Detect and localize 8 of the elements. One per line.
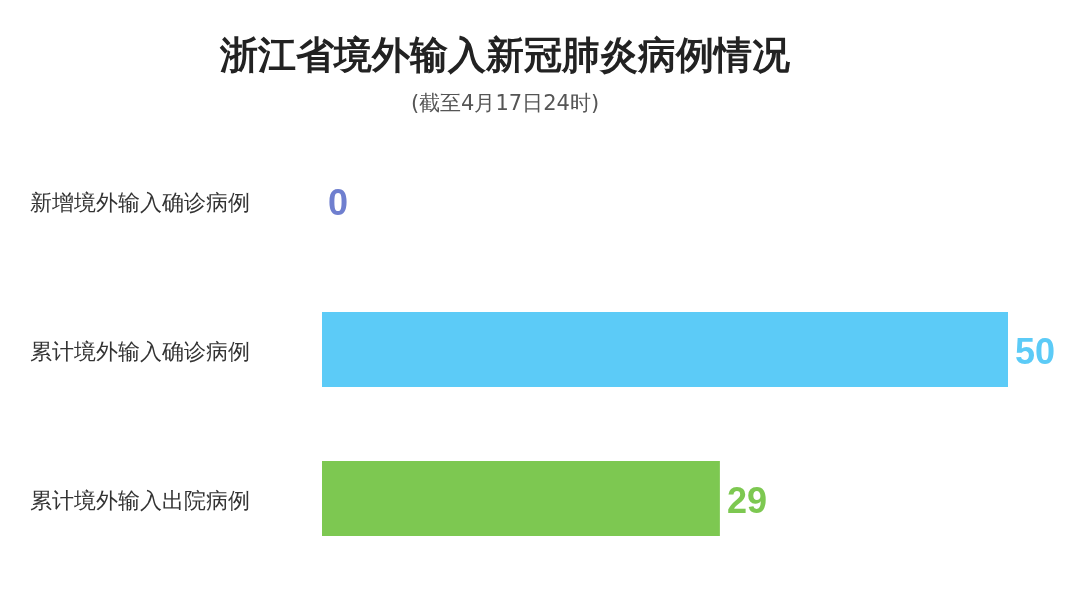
y-tick-label: 累计境外输入确诊病例 <box>30 338 250 364</box>
data-label: 0 <box>328 181 349 223</box>
data-label: 50 <box>1015 330 1056 372</box>
chart-title: 浙江省境外输入新冠肺炎病例情况 <box>219 33 790 77</box>
data-label: 29 <box>726 479 767 521</box>
y-tick-label: 新增境外输入确诊病例 <box>30 189 250 215</box>
y-tick-label: 累计境外输入出院病例 <box>30 487 250 513</box>
chart-subtitle: (截至4月17日24时) <box>410 91 600 115</box>
